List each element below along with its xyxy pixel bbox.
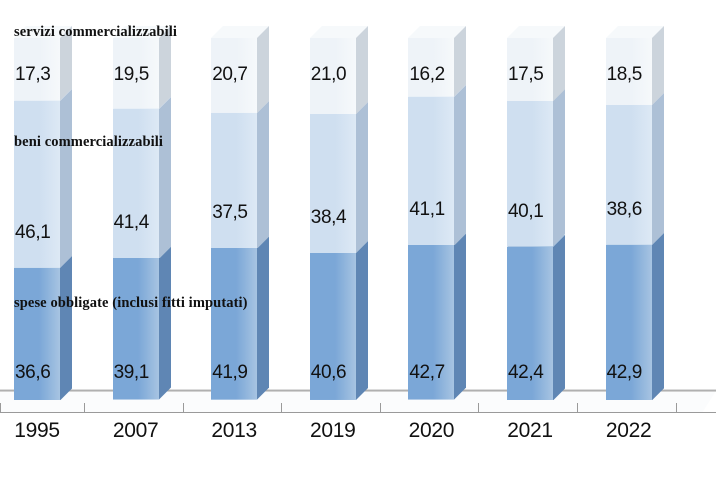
- series-label: servizi commercializzabili: [14, 24, 177, 40]
- x-axis-label: 2020: [408, 419, 455, 442]
- series-label: beni commercializzabili: [14, 134, 164, 150]
- x-axis-tick: [577, 403, 578, 413]
- bar-value-label: 40,1: [508, 200, 544, 222]
- x-axis-label: 1995: [14, 419, 60, 442]
- series-label: spese obbligate (inclusi fitti imputati): [14, 295, 248, 311]
- bar-value-label: 42,7: [409, 362, 445, 383]
- x-axis-tick: [281, 403, 282, 413]
- x-axis-tick: [183, 403, 184, 413]
- bar-value-label: 21,0: [310, 64, 347, 85]
- bar-segment: [309, 241, 368, 400]
- bar-segment: [605, 92, 664, 245]
- x-axis-label: 2007: [112, 419, 159, 442]
- bar-value-label: 40,6: [310, 362, 347, 383]
- bar-segment: [14, 26, 72, 101]
- bar-segment: [211, 25, 270, 113]
- bar-value-label: 16,2: [409, 64, 445, 85]
- bar-segment: [309, 102, 368, 254]
- bar-segment: [408, 84, 467, 246]
- bar-value-label: 41,9: [212, 362, 248, 383]
- bar-segment: [211, 100, 270, 249]
- bar-value-label: 20,7: [212, 63, 248, 85]
- bar-segment: [605, 232, 664, 400]
- bar-segment: [211, 236, 270, 400]
- bar-value-label: 36,6: [15, 362, 51, 383]
- bar-value-label: 39,1: [113, 362, 150, 383]
- bar-segment: [507, 89, 565, 247]
- x-axis-tick: [380, 403, 381, 413]
- bar-value-label: 37,5: [212, 202, 248, 224]
- x-axis-label: 2021: [507, 419, 553, 442]
- bar-value-label: 18,5: [606, 64, 643, 85]
- x-axis-tick: [676, 403, 677, 413]
- bar-value-label: 17,3: [15, 64, 51, 85]
- bar-segment: [112, 26, 171, 109]
- x-axis-tick: [84, 403, 85, 413]
- bar-segment: [14, 255, 72, 400]
- x-axis-tick: [0, 403, 1, 413]
- bar-value-label: 46,1: [15, 221, 51, 243]
- bar-segment: [14, 88, 72, 268]
- bar-value-label: 38,6: [606, 198, 643, 220]
- bar-value-label: 17,5: [508, 64, 544, 85]
- x-axis-tick: [478, 403, 479, 413]
- bar-segment: [408, 26, 467, 97]
- bar-value-label: 38,4: [310, 207, 347, 229]
- x-axis-label: 2019: [310, 419, 356, 442]
- bar-segment: [309, 26, 368, 115]
- bar-segment: [605, 26, 664, 105]
- bar-segment: [507, 26, 565, 102]
- bar-value-label: 41,1: [409, 199, 445, 221]
- x-axis-label: 2022: [605, 419, 652, 442]
- x-axis-line: [0, 412, 716, 413]
- bar-segment: [507, 234, 565, 400]
- bar-value-label: 19,5: [113, 64, 150, 85]
- bar-value-label: 42,4: [508, 362, 544, 383]
- bar-value-label: 41,4: [113, 212, 150, 234]
- x-axis-label: 2013: [211, 419, 257, 442]
- bar-value-label: 42,9: [606, 362, 643, 383]
